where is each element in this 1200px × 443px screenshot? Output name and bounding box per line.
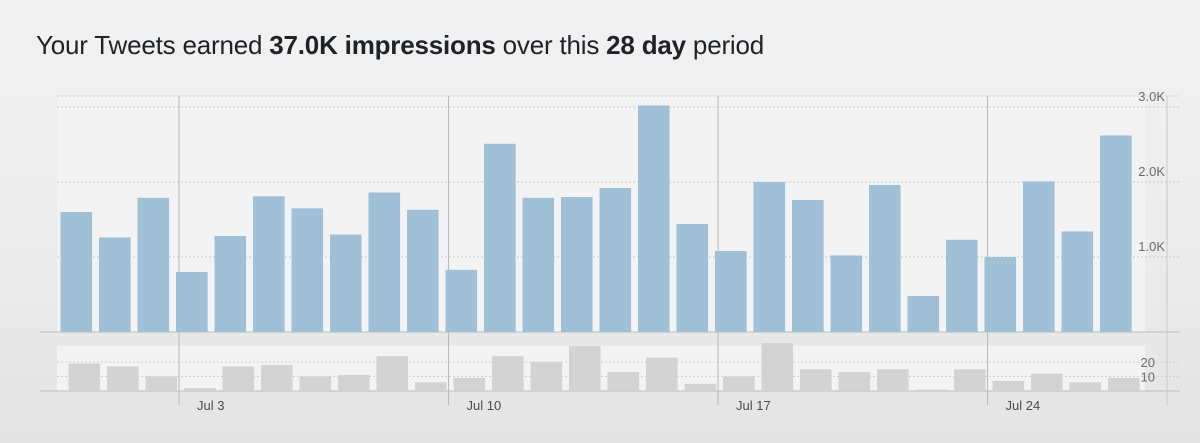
x-tick-label: Jul 17 xyxy=(736,398,771,413)
impressions-bar xyxy=(830,255,863,332)
engagement-bar xyxy=(569,346,601,391)
engagement-bar xyxy=(723,376,755,391)
x-tick-label: Jul 24 xyxy=(1006,398,1041,413)
impressions-bar xyxy=(60,212,93,332)
impressions-bar xyxy=(214,236,247,332)
engagement-bar xyxy=(915,389,948,391)
engagement-bar xyxy=(1031,373,1063,391)
engagement-bar xyxy=(1108,377,1140,391)
impressions-bar xyxy=(946,239,978,333)
y-tick-label: 2.0K xyxy=(1138,164,1165,179)
engagement-bar xyxy=(492,356,524,391)
x-tick-label: Jul 10 xyxy=(467,398,502,413)
impressions-bar xyxy=(99,237,131,332)
impressions-bar xyxy=(907,296,940,332)
engagement-bar xyxy=(1069,382,1102,391)
engagement-bar xyxy=(145,376,178,391)
period-days: 28 day xyxy=(606,30,686,60)
impressions-bar xyxy=(1023,181,1055,333)
engagement-bar xyxy=(261,364,293,391)
impressions-bar xyxy=(368,192,401,332)
impressions-bar xyxy=(561,197,593,332)
page-title: Your Tweets earned 37.0K impressions ove… xyxy=(36,30,764,61)
impressions-bar xyxy=(253,196,285,333)
impressions-bar xyxy=(676,224,709,332)
impressions-bar xyxy=(1100,135,1132,332)
engagement-bar xyxy=(415,382,447,391)
impressions-bar xyxy=(715,251,747,332)
engagement-bar xyxy=(838,372,871,391)
headline-suffix: period xyxy=(685,30,765,60)
impressions-bar xyxy=(484,143,516,333)
headline-prefix: Your Tweets earned xyxy=(36,30,270,60)
impressions-bar xyxy=(753,182,786,332)
secondary-y-tick-label: 20 xyxy=(1141,355,1155,370)
y-tick-label: 3.0K xyxy=(1138,89,1165,104)
y-tick-label: 1.0K xyxy=(1138,239,1165,254)
impressions-bar xyxy=(176,272,208,332)
engagement-bar xyxy=(107,366,139,391)
secondary-y-tick-label: 10 xyxy=(1141,370,1155,385)
impressions-bar xyxy=(291,208,324,333)
engagement-bar xyxy=(646,357,678,391)
engagement-bar xyxy=(299,376,332,391)
engagement-bar xyxy=(68,363,101,391)
x-tick-label: Jul 3 xyxy=(197,398,224,413)
engagement-bar xyxy=(761,343,794,391)
impressions-bar xyxy=(137,197,170,333)
engagement-bar xyxy=(184,388,216,391)
impressions-bar xyxy=(869,185,901,332)
impressions-bar xyxy=(1061,231,1094,332)
engagement-bar xyxy=(453,377,486,391)
engagement-bar xyxy=(607,372,640,391)
engagement-bar xyxy=(222,366,255,391)
impressions-bar xyxy=(984,257,1017,332)
engagement-bar xyxy=(684,383,717,392)
impressions-bar xyxy=(638,105,670,332)
headline-middle: over this xyxy=(495,30,607,60)
engagement-bar xyxy=(877,369,909,392)
engagement-bar xyxy=(800,369,832,392)
engagement-bar xyxy=(338,375,370,391)
impressions-bar xyxy=(792,200,824,332)
impressions-bar xyxy=(445,269,478,333)
engagement-bar xyxy=(376,356,409,391)
impressions-total: 37.0K impressions xyxy=(269,30,496,60)
impressions-bar xyxy=(599,188,632,332)
engagement-bar xyxy=(954,369,986,392)
impressions-bar xyxy=(407,209,439,333)
engagement-bar xyxy=(992,380,1025,392)
engagement-bar xyxy=(530,362,563,391)
impressions-bar xyxy=(522,197,555,333)
impressions-bar xyxy=(330,234,362,332)
